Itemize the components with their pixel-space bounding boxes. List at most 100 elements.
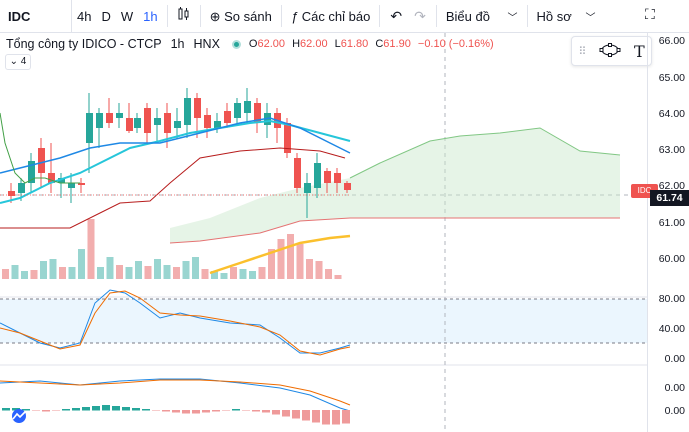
- volume-bar: [296, 244, 304, 279]
- interval-1h[interactable]: 1h: [143, 8, 158, 24]
- volume-bar: [40, 261, 47, 279]
- macd-histogram-bar: [312, 410, 320, 423]
- macd-histogram-bar: [112, 406, 120, 411]
- price-axis[interactable]: 66.00 65.00 64.00 63.00 62.00 61.00 60.0…: [647, 33, 689, 432]
- redo-icon[interactable]: ↷: [414, 7, 426, 24]
- macd-histogram-bar: [322, 410, 330, 425]
- volume-bar: [106, 257, 114, 279]
- chart-canvas[interactable]: [0, 33, 647, 432]
- price-tick: 65.00: [658, 72, 685, 84]
- candle-body: [78, 183, 85, 185]
- toolbar-divider: [280, 5, 282, 27]
- price-tick: 62.00: [658, 180, 685, 192]
- volume-bar: [334, 275, 342, 279]
- macd-tick: 0.00: [664, 405, 685, 417]
- macd-histogram-bar: [152, 410, 160, 411]
- drag-handle-icon[interactable]: ⠿: [578, 45, 587, 58]
- macd-histogram-bar: [212, 410, 220, 412]
- candle-body: [204, 115, 211, 128]
- price-tick: 60.00: [658, 253, 685, 265]
- symbol-name: Tổng công ty IDICO - CTCP: [6, 37, 162, 51]
- stoch-tick: 0.00: [664, 353, 685, 365]
- macd-histogram-bar: [302, 410, 310, 421]
- candle-body: [304, 183, 311, 193]
- volume-bar: [249, 271, 256, 279]
- interval-d[interactable]: D: [101, 8, 111, 24]
- volume-bar: [116, 265, 123, 279]
- volume-bar: [239, 269, 247, 279]
- toolbar-divider: [435, 5, 437, 27]
- volume-bar: [154, 259, 161, 279]
- text-icon[interactable]: T: [633, 41, 645, 61]
- fullscreen-icon[interactable]: ⛶: [645, 6, 655, 22]
- macd-histogram-bar: [272, 410, 280, 415]
- interval-4h[interactable]: 4h: [77, 8, 92, 24]
- candle-body: [284, 123, 291, 153]
- candle-body: [8, 191, 15, 196]
- chart-legend: Tổng công ty IDICO - CTCP 1h HNX O62.00 …: [6, 37, 498, 51]
- volume-bar: [287, 234, 294, 279]
- volume-bar: [125, 267, 133, 279]
- candle-body: [314, 163, 321, 188]
- chart-type-dropdown[interactable]: Biểu đồ ﹀: [441, 0, 523, 33]
- macd-histogram-bar: [72, 408, 80, 411]
- template-icon[interactable]: [172, 0, 196, 33]
- volume-bar: [315, 261, 323, 279]
- candle-body: [184, 98, 191, 125]
- macd-histogram-bar: [2, 408, 10, 411]
- macd-histogram-bar: [342, 410, 350, 424]
- profile-label: Hồ sơ: [536, 8, 572, 24]
- undo-icon[interactable]: ↶: [390, 7, 403, 24]
- macd-histogram-bar: [182, 410, 190, 414]
- candle-body: [234, 103, 241, 118]
- low-label: L: [334, 38, 341, 50]
- candle-body: [244, 101, 251, 113]
- volume-bar: [192, 257, 199, 279]
- legend-exchange: HNX: [193, 37, 220, 51]
- macd-histogram-bar: [282, 410, 290, 417]
- candle-body: [96, 113, 103, 128]
- volume-bar: [78, 249, 85, 279]
- candle-body: [164, 113, 171, 133]
- volume-bar: [87, 219, 95, 279]
- plus-circle-icon: ⊕: [209, 8, 221, 24]
- collapse-indicators-button[interactable]: ⌄ 4: [5, 54, 31, 70]
- macd-histogram-bar: [262, 410, 270, 413]
- macd-histogram-bar: [172, 410, 180, 413]
- price-tick: 63.00: [658, 144, 685, 156]
- price-tick: 66.00: [658, 35, 685, 47]
- market-status-icon: [231, 39, 241, 49]
- shape-icon[interactable]: [599, 42, 621, 61]
- candle-body: [68, 183, 75, 188]
- symbol-search[interactable]: IDC: [0, 0, 72, 33]
- macd-signal-line: [0, 379, 351, 406]
- chevron-down-icon: ﹀: [585, 12, 596, 24]
- stoch-k-line: [0, 289, 351, 354]
- volume-bar: [68, 267, 76, 279]
- volume-bar: [11, 265, 19, 279]
- macd-histogram-bar: [22, 409, 30, 411]
- volume-bar: [306, 259, 313, 279]
- close-value: 61.90: [383, 38, 411, 50]
- interval-w[interactable]: W: [120, 8, 134, 24]
- ma-line-yellow: [209, 234, 351, 275]
- candle-body: [334, 173, 341, 183]
- chevron-down-icon: ⌄: [9, 56, 19, 67]
- open-label: O: [248, 38, 258, 50]
- profile-dropdown[interactable]: Hồ sơ ﹀: [532, 0, 601, 33]
- volume-bar: [201, 269, 209, 279]
- drawing-toolbar: ⠿ T: [571, 36, 652, 66]
- macd-histogram-bar: [62, 409, 70, 411]
- ohlc-values: O62.00 H62.00 L61.80 C61.90 −0.10 (−0.16…: [249, 38, 498, 50]
- tradingview-logo-icon[interactable]: [8, 409, 30, 428]
- macd-histogram-bar: [242, 410, 250, 411]
- volume-bar: [135, 261, 142, 279]
- compare-button[interactable]: ⊕ So sánh: [205, 0, 277, 33]
- close-label: C: [375, 38, 384, 50]
- toolbar-divider: [166, 5, 168, 27]
- chikou-line: [0, 112, 80, 184]
- legend-interval: 1h: [170, 37, 185, 51]
- volume-bar: [21, 271, 28, 279]
- indicators-button[interactable]: ƒ Các chỉ báo: [286, 0, 376, 33]
- change-value: −0.10 (−0.16%): [417, 38, 494, 50]
